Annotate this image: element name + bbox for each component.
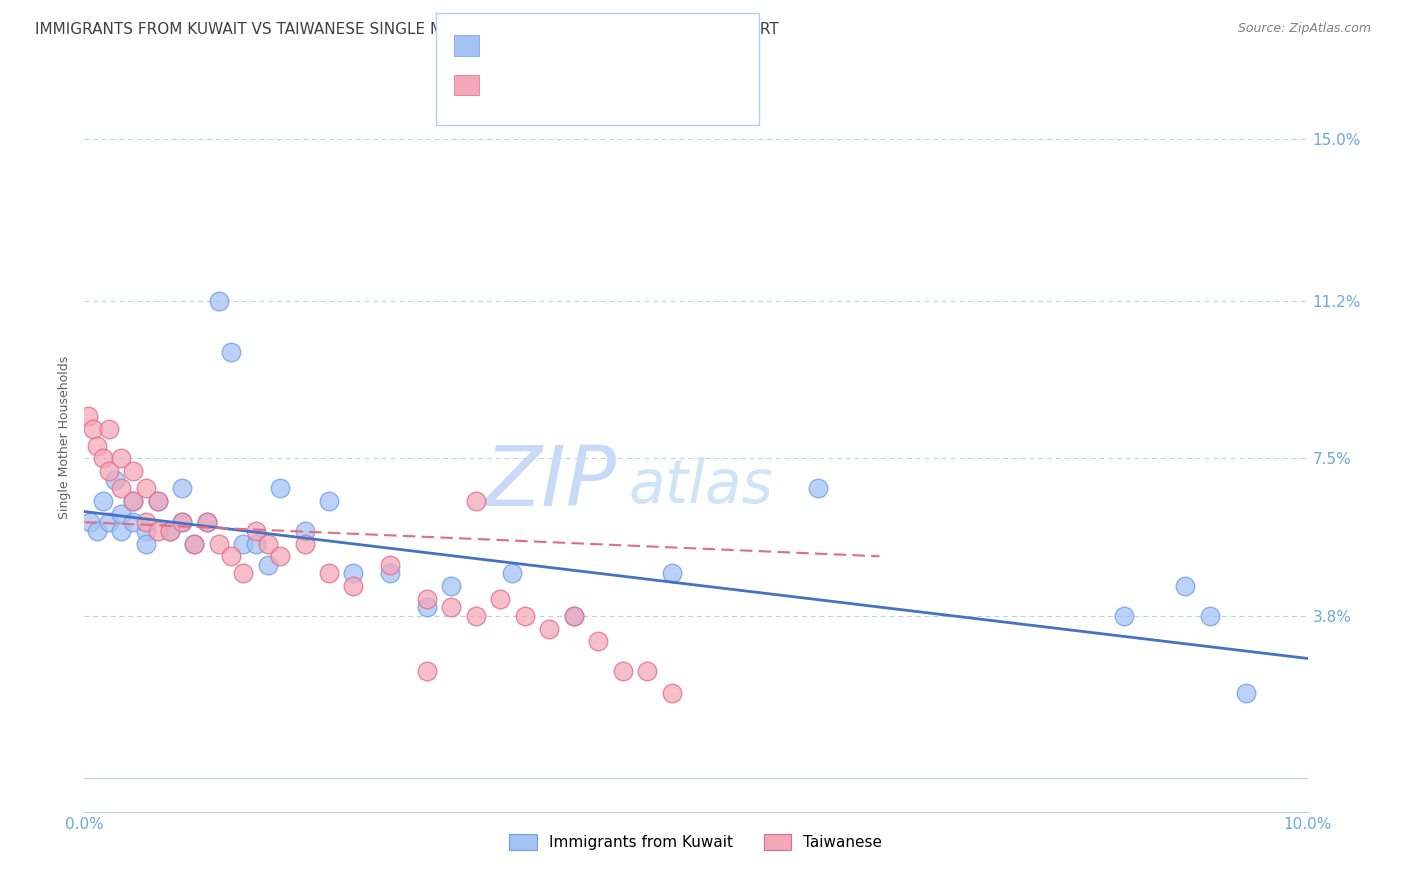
- Point: [562, 608, 585, 623]
- Point: [1114, 608, 1136, 623]
- Text: R =: R =: [488, 41, 522, 55]
- Point: [86, 524, 108, 538]
- Point: [110, 451, 132, 466]
- Point: [135, 515, 157, 529]
- Text: -0.198: -0.198: [519, 41, 574, 55]
- Point: [380, 566, 402, 581]
- Point: [172, 515, 194, 529]
- Point: [318, 566, 340, 581]
- Point: [146, 494, 169, 508]
- Text: N =: N =: [572, 80, 616, 95]
- Point: [1174, 579, 1197, 593]
- Y-axis label: Single Mother Households: Single Mother Households: [58, 355, 72, 519]
- Point: [208, 536, 231, 550]
- Point: [464, 494, 486, 508]
- Point: [257, 536, 280, 550]
- Point: [208, 293, 231, 308]
- Point: [146, 494, 169, 508]
- Point: [269, 481, 291, 495]
- Point: [79, 515, 101, 529]
- Point: [245, 536, 267, 550]
- Point: [122, 464, 145, 478]
- Point: [86, 439, 108, 453]
- Point: [294, 524, 316, 538]
- Point: [294, 536, 316, 550]
- Point: [612, 664, 634, 679]
- Point: [91, 451, 114, 466]
- Point: [159, 524, 181, 538]
- Point: [172, 481, 194, 495]
- Point: [342, 566, 364, 581]
- Text: N =: N =: [572, 41, 616, 55]
- Point: [195, 515, 218, 529]
- Text: -0.054: -0.054: [519, 80, 574, 95]
- Point: [110, 481, 132, 495]
- Point: [661, 566, 683, 581]
- Point: [440, 579, 463, 593]
- Point: [77, 409, 100, 423]
- Point: [342, 579, 364, 593]
- Legend: Immigrants from Kuwait, Taiwanese: Immigrants from Kuwait, Taiwanese: [503, 829, 889, 856]
- Point: [380, 558, 402, 572]
- Point: [538, 622, 561, 636]
- Point: [104, 473, 127, 487]
- Point: [1236, 685, 1258, 699]
- Point: [807, 481, 830, 495]
- Point: [82, 421, 104, 435]
- Point: [195, 515, 218, 529]
- Point: [586, 634, 609, 648]
- Point: [502, 566, 524, 581]
- Point: [172, 515, 194, 529]
- Text: atlas: atlas: [628, 457, 773, 515]
- Point: [562, 608, 585, 623]
- Point: [135, 524, 157, 538]
- Point: [97, 515, 120, 529]
- Point: [318, 494, 340, 508]
- Point: [232, 566, 254, 581]
- Point: [489, 591, 512, 606]
- Point: [146, 524, 169, 538]
- Point: [219, 549, 242, 564]
- Point: [232, 536, 254, 550]
- Point: [183, 536, 205, 550]
- Point: [110, 507, 132, 521]
- Point: [440, 600, 463, 615]
- Point: [97, 464, 120, 478]
- Point: [1198, 608, 1220, 623]
- Point: [245, 524, 267, 538]
- Point: [219, 345, 242, 359]
- Point: [122, 494, 145, 508]
- Text: 37: 37: [605, 41, 626, 55]
- Point: [183, 536, 205, 550]
- Point: [159, 524, 181, 538]
- Point: [91, 494, 114, 508]
- Point: [269, 549, 291, 564]
- Point: [135, 481, 157, 495]
- Point: [122, 494, 145, 508]
- Text: Source: ZipAtlas.com: Source: ZipAtlas.com: [1237, 22, 1371, 36]
- Point: [464, 608, 486, 623]
- Point: [636, 664, 658, 679]
- Point: [257, 558, 280, 572]
- Point: [135, 536, 157, 550]
- Point: [97, 421, 120, 435]
- Point: [513, 608, 536, 623]
- Point: [661, 685, 683, 699]
- Text: R =: R =: [488, 80, 522, 95]
- Point: [416, 600, 439, 615]
- Point: [110, 524, 132, 538]
- Text: IMMIGRANTS FROM KUWAIT VS TAIWANESE SINGLE MOTHER HOUSEHOLDS CORRELATION CHART: IMMIGRANTS FROM KUWAIT VS TAIWANESE SING…: [35, 22, 779, 37]
- Text: 41: 41: [605, 80, 626, 95]
- Point: [416, 664, 439, 679]
- Text: ZIP: ZIP: [485, 442, 616, 523]
- Point: [122, 515, 145, 529]
- Point: [416, 591, 439, 606]
